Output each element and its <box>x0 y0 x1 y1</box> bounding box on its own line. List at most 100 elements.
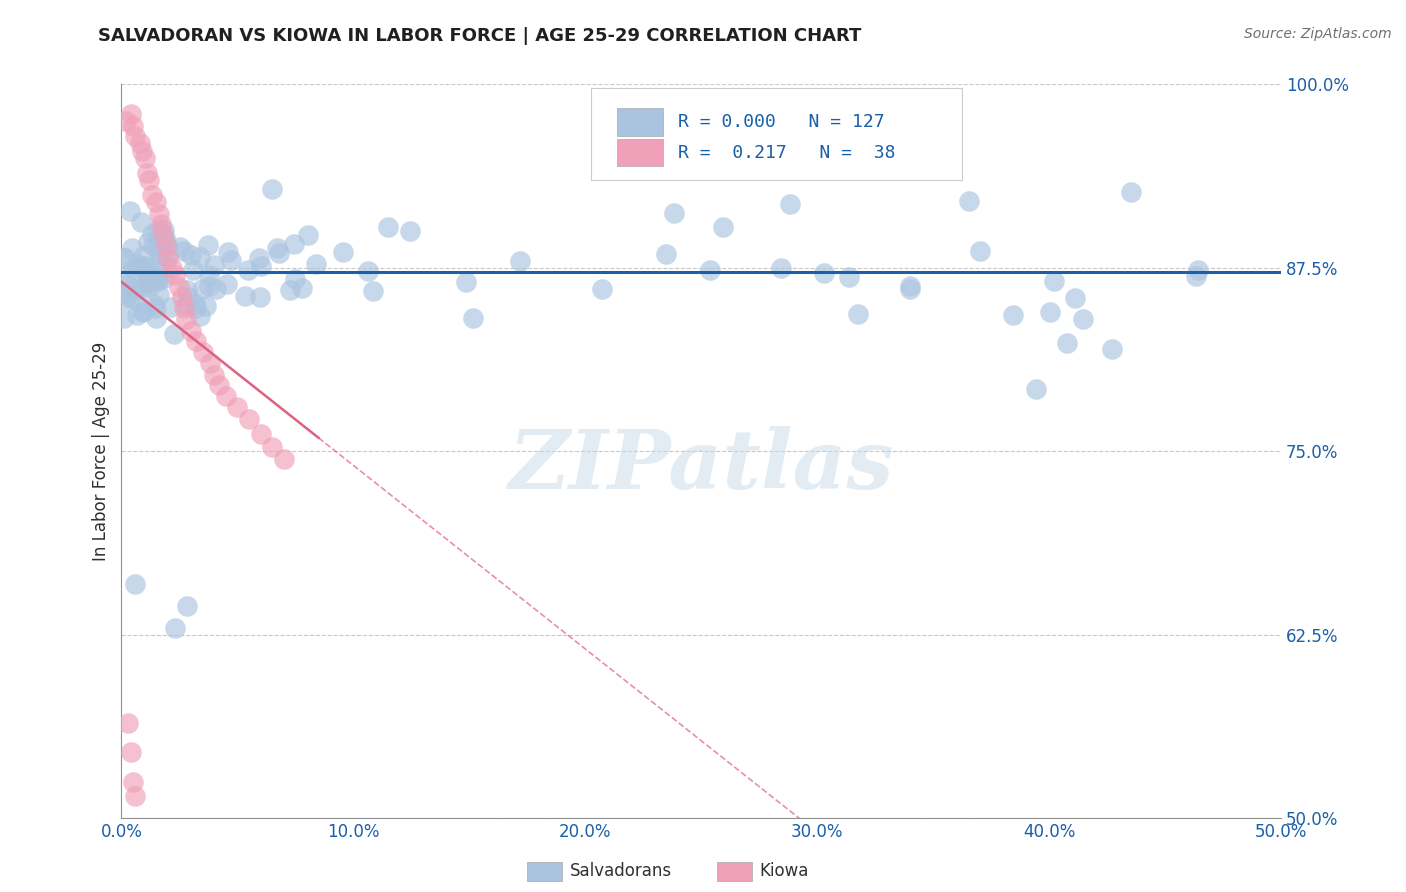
Point <box>122 774 145 789</box>
Point <box>197 268 219 282</box>
Point <box>114 270 136 285</box>
Point <box>846 307 869 321</box>
Point <box>132 259 155 273</box>
Point <box>247 251 270 265</box>
Point <box>149 222 172 236</box>
Point <box>121 241 143 255</box>
Point <box>1043 275 1066 289</box>
Point <box>156 251 179 265</box>
Point <box>136 165 159 179</box>
Point <box>236 263 259 277</box>
Point <box>114 291 136 305</box>
Point <box>191 281 214 295</box>
Point <box>153 231 176 245</box>
Point <box>148 288 170 302</box>
Point <box>145 301 167 316</box>
Y-axis label: In Labor Force | Age 25-29: In Labor Force | Age 25-29 <box>93 342 110 561</box>
Point <box>155 239 177 253</box>
Point <box>170 290 193 304</box>
Point <box>188 310 211 324</box>
Point <box>173 244 195 258</box>
Point <box>332 245 354 260</box>
Point <box>150 252 173 267</box>
Point <box>134 151 156 165</box>
Point <box>163 268 186 283</box>
Point <box>146 240 169 254</box>
Point <box>260 182 283 196</box>
Point <box>361 284 384 298</box>
Point <box>118 284 141 298</box>
Point <box>115 278 138 293</box>
Point <box>145 271 167 285</box>
Point <box>163 621 186 635</box>
Point <box>146 225 169 239</box>
Point <box>152 227 174 242</box>
Point <box>208 378 231 392</box>
Point <box>141 270 163 285</box>
Point <box>217 245 239 260</box>
Point <box>141 227 163 241</box>
Point <box>273 451 295 466</box>
FancyBboxPatch shape <box>591 88 962 180</box>
Point <box>176 283 198 297</box>
Point <box>169 240 191 254</box>
Point <box>162 260 184 275</box>
Point <box>278 283 301 297</box>
Point <box>131 144 153 158</box>
Text: R =  0.217   N =  38: R = 0.217 N = 38 <box>678 144 896 161</box>
Point <box>509 254 531 268</box>
Point <box>136 276 159 290</box>
Point <box>142 297 165 311</box>
Point <box>122 261 145 276</box>
Point <box>711 219 734 234</box>
Point <box>180 324 202 338</box>
Point <box>174 298 197 312</box>
Point <box>173 301 195 315</box>
Point <box>291 281 314 295</box>
Point <box>202 258 225 272</box>
Point <box>156 239 179 253</box>
Point <box>1119 185 1142 199</box>
Point <box>898 279 921 293</box>
Point <box>146 273 169 287</box>
Point <box>181 262 204 277</box>
Point <box>188 250 211 264</box>
Point <box>399 224 422 238</box>
Point <box>249 259 271 273</box>
Point <box>769 260 792 275</box>
Point <box>249 426 271 441</box>
Point <box>262 440 284 454</box>
Point <box>135 276 157 290</box>
Point <box>205 281 228 295</box>
Point <box>129 282 152 296</box>
Point <box>1025 382 1047 396</box>
Point <box>197 237 219 252</box>
Point <box>132 304 155 318</box>
Point <box>145 310 167 325</box>
Point <box>129 215 152 229</box>
Point <box>1101 342 1123 356</box>
Point <box>1056 335 1078 350</box>
Point <box>1039 305 1062 319</box>
Point <box>138 235 160 250</box>
Point <box>129 136 152 150</box>
Bar <box>617 108 664 136</box>
Text: SALVADORAN VS KIOWA IN LABOR FORCE | AGE 25-29 CORRELATION CHART: SALVADORAN VS KIOWA IN LABOR FORCE | AGE… <box>98 27 862 45</box>
Point <box>141 268 163 282</box>
Point <box>779 197 801 211</box>
Point <box>148 206 170 220</box>
Point <box>143 272 166 286</box>
Point <box>153 231 176 245</box>
Point <box>148 235 170 250</box>
Point <box>284 271 307 285</box>
Point <box>699 263 721 277</box>
Point <box>145 194 167 209</box>
Point <box>159 300 181 314</box>
Point <box>142 239 165 253</box>
Point <box>1064 291 1087 305</box>
Point <box>117 716 139 731</box>
Point <box>132 305 155 319</box>
Point <box>219 253 242 268</box>
Point <box>454 276 477 290</box>
Point <box>134 247 156 261</box>
